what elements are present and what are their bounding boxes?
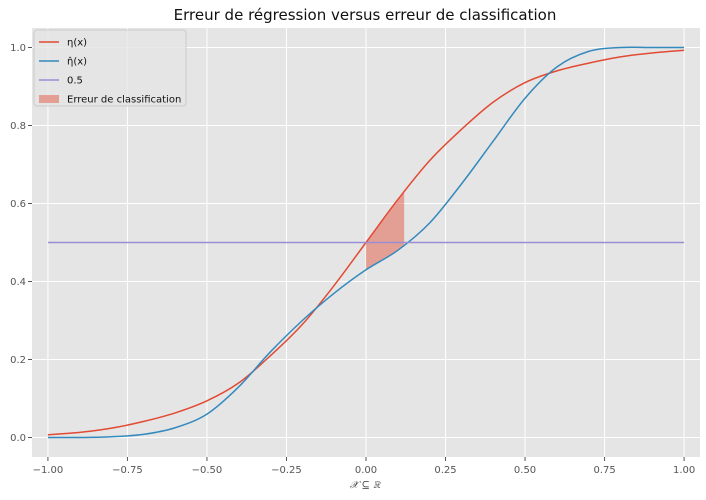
- x-tick-label: −1.00: [33, 465, 64, 476]
- legend-label: 0.5: [67, 76, 83, 87]
- x-tick-label: −0.50: [192, 465, 223, 476]
- legend-swatch: [39, 95, 59, 103]
- legend-box: [33, 29, 187, 107]
- x-tick-label: −0.75: [112, 465, 143, 476]
- y-tick-label: 1.0: [10, 43, 26, 54]
- y-axis: 0.0 0.2 0.4 0.6 0.8 1.0: [10, 43, 32, 444]
- x-tick-label: 0.25: [434, 465, 456, 476]
- y-tick-label: 0.4: [10, 277, 26, 288]
- x-tick-label: 0.50: [514, 465, 536, 476]
- chart-title: Erreur de régression versus erreur de cl…: [174, 6, 557, 24]
- y-tick-label: 0.2: [10, 355, 26, 366]
- legend-label: η(x): [67, 38, 87, 49]
- y-tick-label: 0.8: [10, 121, 26, 132]
- series-line: [47, 46, 685, 439]
- legend-label: η̂(x): [67, 56, 87, 68]
- x-tick-label: 0.75: [593, 465, 615, 476]
- legend: η(x) η̂(x) 0.5 Erreur de classification: [33, 29, 187, 107]
- x-tick-label: −0.25: [271, 465, 302, 476]
- grid: [32, 28, 700, 457]
- x-axis-label: 𝒳 ⊆ ℝ: [350, 480, 381, 491]
- y-tick-label: 0.6: [10, 199, 26, 210]
- x-axis: −1.00 −0.75 −0.50 −0.25 0.00 0.25 0.50 0.75 1.00: [33, 457, 695, 476]
- x-tick-label: 0.00: [355, 465, 377, 476]
- series-lines: [47, 46, 685, 439]
- legend-label: Erreur de classification: [67, 95, 181, 106]
- y-tick-label: 0.0: [10, 433, 26, 444]
- shaded-area: [366, 191, 405, 270]
- classification-error-region: [366, 191, 405, 270]
- x-tick-label: 1.00: [673, 465, 695, 476]
